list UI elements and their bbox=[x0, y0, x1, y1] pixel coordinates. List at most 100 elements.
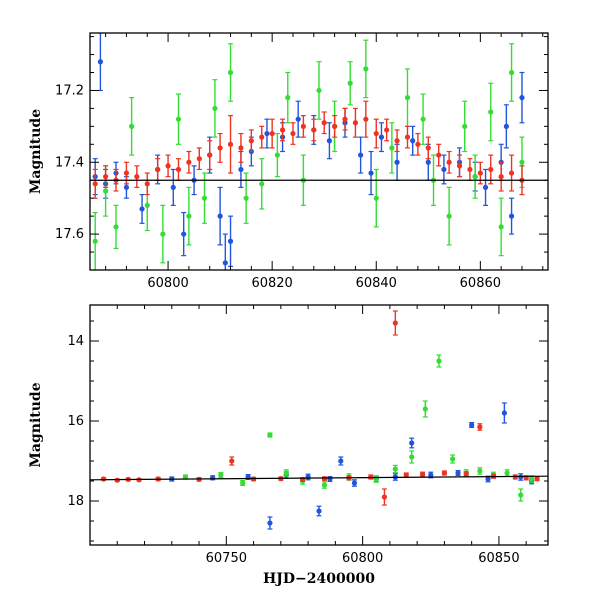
data-point bbox=[175, 166, 182, 173]
data-point bbox=[378, 134, 385, 140]
data-point bbox=[441, 470, 448, 476]
data-point bbox=[201, 195, 208, 201]
series-2 bbox=[101, 310, 540, 506]
axes-frame bbox=[89, 304, 549, 546]
data-point bbox=[485, 476, 491, 482]
data-point bbox=[519, 159, 525, 165]
data-point bbox=[519, 95, 525, 101]
x-tick-label: 60840 bbox=[356, 276, 397, 291]
data-point bbox=[503, 123, 509, 129]
data-point bbox=[103, 188, 109, 194]
data-point bbox=[290, 130, 296, 137]
data-point bbox=[436, 152, 442, 158]
data-point bbox=[321, 476, 328, 482]
data-point bbox=[534, 476, 540, 482]
data-point bbox=[358, 152, 364, 158]
data-point bbox=[392, 466, 398, 472]
data-point bbox=[449, 456, 456, 462]
data-point bbox=[477, 170, 483, 176]
data-point bbox=[504, 470, 510, 476]
data-point bbox=[267, 520, 273, 526]
data-point bbox=[155, 166, 161, 173]
data-point bbox=[316, 87, 322, 94]
data-point bbox=[186, 213, 192, 219]
data-point bbox=[352, 120, 359, 126]
data-point bbox=[518, 492, 524, 498]
data-point bbox=[498, 174, 504, 180]
data-point bbox=[462, 123, 468, 129]
data-point bbox=[425, 145, 431, 151]
data-point bbox=[227, 69, 234, 76]
data-point bbox=[415, 141, 421, 147]
data-point bbox=[170, 184, 176, 191]
data-point bbox=[305, 474, 311, 480]
data-point bbox=[498, 224, 504, 230]
data-point bbox=[384, 127, 390, 133]
data-point bbox=[123, 184, 130, 191]
series-0 bbox=[169, 402, 535, 530]
data-point bbox=[508, 69, 515, 76]
data-point bbox=[456, 163, 463, 169]
y-axis-label: Magnitude bbox=[28, 382, 44, 467]
data-point bbox=[279, 127, 286, 133]
data-point bbox=[238, 145, 244, 151]
data-point bbox=[196, 156, 202, 162]
data-point bbox=[482, 184, 489, 191]
data-point bbox=[327, 476, 333, 482]
data-point bbox=[501, 410, 507, 416]
y-axis-label: Magnitude bbox=[28, 109, 44, 194]
data-point bbox=[300, 123, 306, 129]
data-point bbox=[321, 482, 328, 488]
data-point bbox=[218, 472, 224, 478]
data-point bbox=[212, 105, 218, 112]
data-point bbox=[259, 134, 265, 140]
data-point bbox=[274, 152, 280, 158]
data-point bbox=[410, 138, 416, 144]
data-point bbox=[207, 152, 213, 158]
data-point bbox=[394, 138, 400, 144]
data-point bbox=[134, 174, 140, 180]
plot-area bbox=[90, 33, 548, 270]
data-point bbox=[259, 181, 265, 187]
trend-line bbox=[90, 475, 548, 481]
data-point bbox=[139, 206, 145, 212]
data-point bbox=[97, 59, 104, 65]
data-point bbox=[217, 213, 223, 219]
x-tick-label: 60850 bbox=[478, 551, 519, 566]
data-point bbox=[351, 480, 358, 486]
y-tick-label: 18 bbox=[67, 494, 84, 509]
data-point bbox=[181, 231, 187, 237]
data-point bbox=[227, 141, 234, 147]
data-point bbox=[368, 170, 374, 176]
data-point bbox=[243, 195, 249, 201]
x-tick-label: 60800 bbox=[147, 276, 188, 291]
data-point bbox=[363, 116, 369, 122]
data-point bbox=[283, 470, 289, 476]
data-point bbox=[392, 320, 398, 326]
data-point bbox=[269, 130, 275, 137]
data-point bbox=[529, 476, 535, 482]
data-point bbox=[217, 145, 223, 151]
top-panel: 60800 60820 60840 60860 17.2 17.4 17.6 Magnitud… bbox=[28, 32, 549, 291]
data-point bbox=[240, 480, 246, 486]
data-point bbox=[472, 174, 478, 180]
data-point bbox=[381, 494, 388, 500]
data-point bbox=[160, 231, 166, 237]
data-point bbox=[342, 116, 348, 122]
bottom-panel: 60750 60800 60850 14 16 18 Magnitude HJD−240000… bbox=[28, 304, 549, 587]
data-point bbox=[114, 477, 120, 483]
x-tick-label: 60800 bbox=[342, 551, 383, 566]
x-tick-label: 60820 bbox=[251, 276, 292, 291]
data-point bbox=[295, 116, 301, 122]
data-point bbox=[347, 80, 353, 86]
data-point bbox=[409, 440, 415, 446]
data-point bbox=[113, 224, 119, 230]
y-tick-label: 16 bbox=[67, 414, 84, 429]
data-point bbox=[123, 170, 130, 176]
data-point bbox=[175, 116, 182, 122]
data-point bbox=[210, 475, 216, 481]
data-point bbox=[436, 358, 442, 364]
data-point bbox=[332, 123, 338, 129]
data-point bbox=[422, 406, 428, 412]
